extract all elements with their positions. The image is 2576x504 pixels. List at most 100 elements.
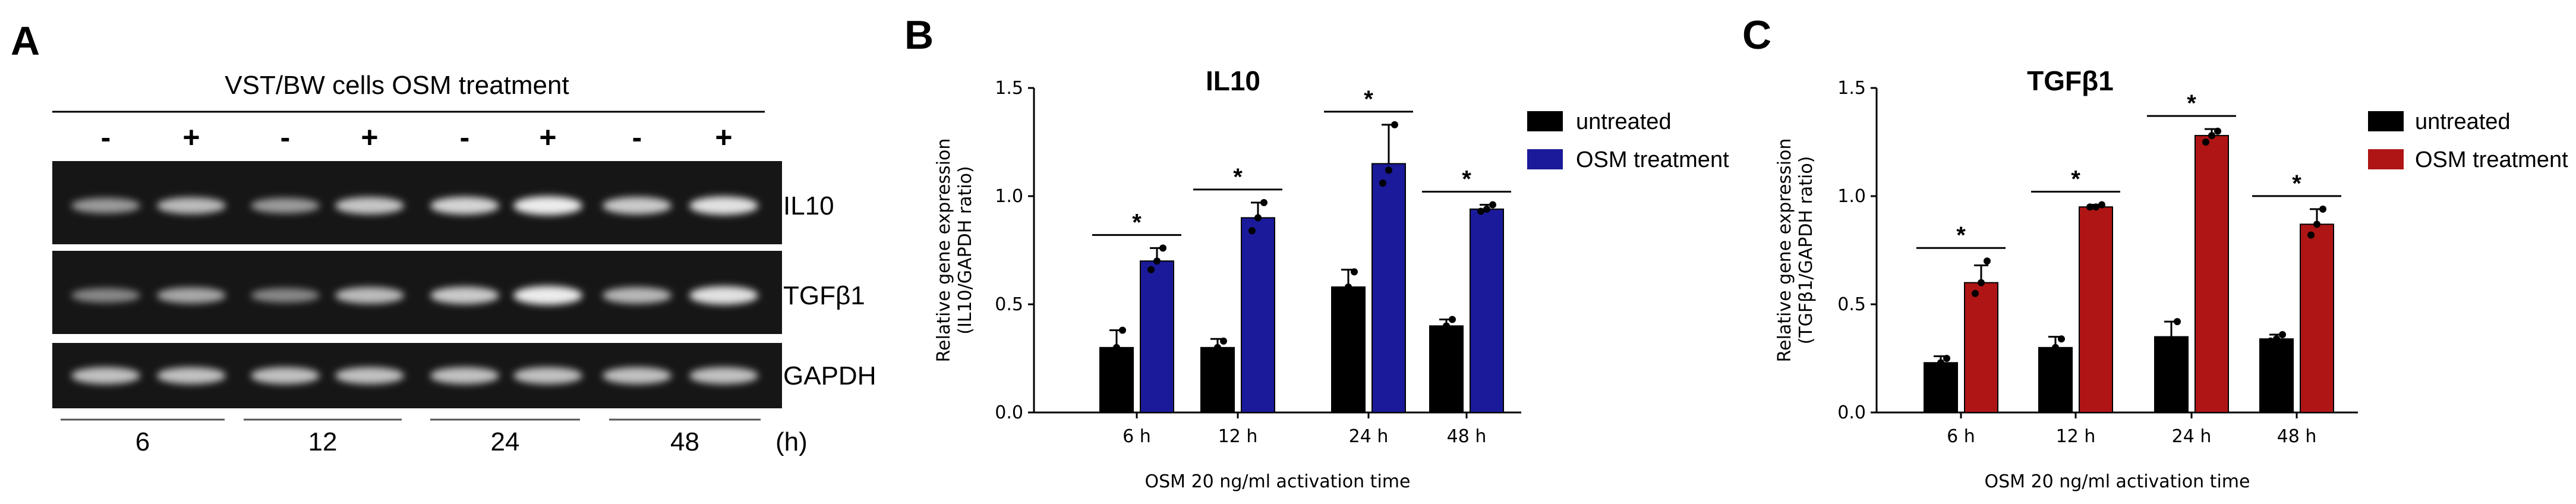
y-tick-label-3: 1.5 [1837,78,1866,99]
bar-treated-3 [2300,223,2334,413]
y-axis-label-line2: (IL10/GAPDH ratio) [955,166,976,334]
lane-sign-4: + [361,121,378,154]
data-point-0-3-2 [1449,316,1456,323]
lane-sign-2: + [182,121,200,154]
legend-c-untreated-label: untreated [2415,109,2511,134]
data-point-1-1-0 [2086,203,2093,211]
bar-untreated-1 [1200,346,1235,413]
band-3-lane-1 [71,367,140,385]
data-point-0-1-0 [2046,350,2053,358]
data-point-1-0-2 [1984,257,1991,265]
band-3-lane-4 [335,367,404,385]
band-3-lane-8 [689,367,758,385]
band-2-lane-1 [71,288,140,303]
legend-b-untreated-label: untreated [1576,109,1672,134]
data-point-1-2-0 [1379,179,1386,187]
band-1-lane-8 [689,196,758,215]
data-point-0-2-0 [1339,296,1346,304]
sig-star-3: * [1462,166,1471,193]
time-label-2: 12 [308,427,338,456]
data-point-1-2-0 [2202,138,2209,146]
x-tick-label-0: 6 h [1947,426,1975,447]
data-point-0-1-2 [1220,337,1227,345]
data-point-1-1-2 [1260,199,1267,206]
data-point-0-0-1 [1937,359,1944,367]
data-point-1-0-2 [1159,244,1166,252]
data-point-1-3-2 [1489,201,1496,209]
bar-treated-0 [1964,282,1998,413]
y-tick-label-0: 0.0 [995,402,1023,423]
data-point-1-1-0 [1248,227,1256,235]
panel-label-b: B [904,12,934,58]
band-1-lane-6 [513,196,582,215]
bar-untreated-2 [2154,336,2189,413]
data-point-1-0-0 [1147,266,1155,273]
band-2-lane-4 [335,286,404,304]
y-tick-label-1: 0.5 [1837,294,1866,315]
bar-treated-1 [1241,217,1275,413]
legend-b: untreated OSM treatment [1527,109,1729,172]
y-axis-label-line2: (TGFβ1/GAPDH ratio) [1796,156,1817,345]
band-2-lane-7 [603,287,671,304]
band-label-2: TGFβ1 [783,281,865,310]
data-point-1-3-0 [2307,231,2315,239]
band-1-lane-3 [251,198,320,213]
data-point-1-1-1 [2092,203,2099,211]
bar-treated-0 [1140,260,1174,414]
data-point-1-2-2 [1391,121,1398,128]
data-point-0-0-2 [1943,355,1950,362]
data-point-1-2-1 [2208,132,2215,140]
chart-tgfb1: 0.0 0.5 1.0 1.5 Relative gene expression (TGF… [1774,65,2358,492]
data-point-1-0-0 [1972,289,1979,297]
sig-star-2: * [2187,90,2196,116]
x-tick-label-1: 12 h [2056,426,2096,447]
band-3-lane-2 [157,367,226,385]
y-tick-label-2: 1.0 [995,186,1023,207]
band-label-3: GAPDH [783,361,876,390]
data-point-0-3-0 [2267,337,2274,345]
bar-untreated-3 [2259,338,2294,413]
data-point-1-3-1 [1483,205,1490,213]
legend-b-treated-label: OSM treatment [1576,147,1729,172]
data-point-1-3-1 [2313,220,2320,228]
data-point-0-3-0 [1437,326,1444,334]
sig-star-3: * [2292,171,2301,197]
y-axis-label-line1: Relative gene expression [1774,138,1795,363]
chart-title: TGFβ1 [2027,65,2114,96]
band-2-lane-6 [513,286,582,305]
data-point-0-1-0 [1208,350,1215,358]
data-point-1-1-2 [2098,201,2105,209]
panel-label-c: C [1742,12,1771,58]
data-point-0-1-1 [1214,344,1221,351]
x-tick-label-3: 48 h [2277,426,2317,447]
bar-untreated-0 [1099,346,1134,413]
band-2-lane-5 [430,286,499,304]
bar-untreated-1 [2038,346,2073,413]
y-tick-label-2: 1.0 [1837,186,1866,207]
lane-sign-3: - [280,121,291,154]
legend-c-treated-label: OSM treatment [2415,147,2568,172]
data-point-1-3-2 [2319,205,2326,213]
sig-star-0: * [1132,209,1142,235]
band-3-lane-6 [513,367,582,385]
band-2-lane-3 [251,288,320,303]
y-tick-label-1: 0.5 [995,294,1023,315]
y-tick-label-3: 1.5 [995,78,1023,99]
band-1-lane-2 [157,197,226,215]
band-3-lane-3 [251,367,320,385]
x-tick-label-1: 12 h [1218,426,1258,447]
lane-signs: - + - + - + - + [101,121,733,154]
band-3-lane-5 [430,367,499,385]
data-point-0-0-0 [1931,363,1938,371]
y-axis-label-line1: Relative gene expression [934,138,954,363]
band-labels: IL10 TGFβ1 GAPDH [783,191,876,390]
bar-treated-2 [2195,135,2229,414]
data-point-1-1-1 [1254,214,1262,222]
lane-sign-7: - [632,121,642,154]
data-point-0-0-2 [1119,326,1126,334]
data-point-0-2-2 [2174,318,2181,326]
x-tick-label-3: 48 h [1447,426,1487,447]
data-point-1-2-1 [1385,166,1392,174]
band-1-lane-4 [335,197,404,215]
